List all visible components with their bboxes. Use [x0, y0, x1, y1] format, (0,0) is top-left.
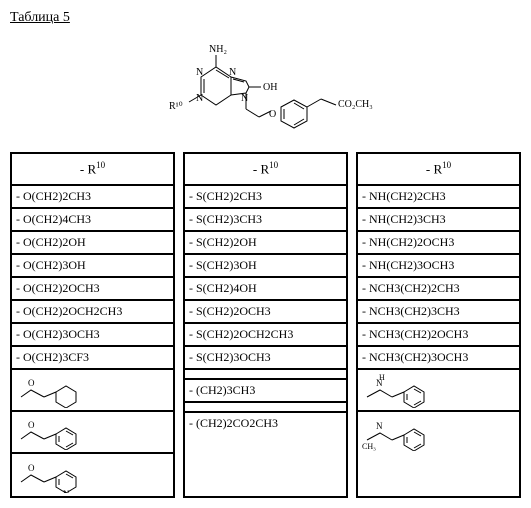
table-row: [185, 370, 346, 380]
svg-text:OH: OH: [263, 82, 277, 93]
table-row: - O(CH2)3OCH3: [12, 324, 173, 347]
table-row: - NH(CH2)3CH3: [358, 209, 519, 232]
svg-text:N: N: [229, 67, 236, 78]
table-row: - O(CH2)2OH: [12, 232, 173, 255]
svg-text:N: N: [376, 421, 383, 431]
table-row: [185, 403, 346, 413]
table-row: - NH(CH2)3OCH3: [358, 255, 519, 278]
table-row: - NH(CH2)2OCH3: [358, 232, 519, 255]
table-row-structure: O: [12, 370, 173, 412]
table-row: - O(CH2)2CH3: [12, 186, 173, 209]
table-row: - S(CH2)3CH3: [185, 209, 346, 232]
column-1-header: - R10: [12, 154, 173, 186]
table-row: - O(CH2)2OCH3: [12, 278, 173, 301]
column-2-header: - R10: [185, 154, 346, 186]
svg-text:R¹⁰: R¹⁰: [169, 101, 183, 112]
table-row: - NCH3(CH2)3OCH3: [358, 347, 519, 370]
table-row: - S(CH2)3OCH3: [185, 347, 346, 370]
table-row: - NCH3(CH2)2CH3: [358, 278, 519, 301]
svg-text:CO₂CH₃: CO₂CH₃: [338, 99, 373, 110]
svg-text:O: O: [28, 420, 35, 430]
columns-container: - R10 - O(CH2)2CH3 - O(CH2)4CH3 - O(CH2)…: [10, 152, 521, 498]
table-row: - (CH2)3CH3: [185, 380, 346, 403]
table-row: - NCH3(CH2)3CH3: [358, 301, 519, 324]
table-row: - O(CH2)3OH: [12, 255, 173, 278]
header-label: - R10: [426, 160, 451, 177]
svg-text:N: N: [196, 93, 203, 104]
svg-text:N: N: [196, 67, 203, 78]
header-label: - R10: [253, 160, 278, 177]
svg-text:O: O: [28, 378, 35, 388]
column-2: - R10 - S(CH2)2CH3 - S(CH2)3CH3 - S(CH2)…: [183, 152, 348, 498]
table-row: - O(CH2)3CF3: [12, 347, 173, 370]
svg-text:H: H: [379, 373, 385, 382]
table-row: - O(CH2)2OCH2CH3: [12, 301, 173, 324]
svg-text:O: O: [269, 109, 276, 120]
table-row: - NH(CH2)2CH3: [358, 186, 519, 209]
table-row: - NCH3(CH2)2OCH3: [358, 324, 519, 347]
svg-text:CH₃: CH₃: [362, 442, 376, 451]
table-row-structure: O: [12, 412, 173, 454]
table-number: Таблица 5: [10, 10, 521, 26]
svg-text:NH₂: NH₂: [209, 44, 227, 55]
column-3: - R10 - NH(CH2)2CH3 - NH(CH2)3CH3 - NH(C…: [356, 152, 521, 498]
table-row: - O(CH2)4CH3: [12, 209, 173, 232]
table-row: - S(CH2)2OCH3: [185, 301, 346, 324]
column-3-header: - R10: [358, 154, 519, 186]
header-label: - R10: [80, 160, 105, 177]
table-row: - S(CH2)3OH: [185, 255, 346, 278]
column-1: - R10 - O(CH2)2CH3 - O(CH2)4CH3 - O(CH2)…: [10, 152, 175, 498]
table-row-structure: N CH₃: [358, 412, 519, 454]
svg-text:N: N: [63, 489, 70, 493]
table-row: - S(CH2)2OCH2CH3: [185, 324, 346, 347]
table-row: - S(CH2)4OH: [185, 278, 346, 301]
table-row: - S(CH2)2OH: [185, 232, 346, 255]
table-row: - S(CH2)2CH3: [185, 186, 346, 209]
chemical-structure: NH₂ N N N N OH R¹⁰ O CO₂CH₃: [136, 34, 396, 144]
table-row: - (CH2)2CO2CH3: [185, 413, 346, 434]
table-row-structure: N H: [358, 370, 519, 412]
svg-text:N: N: [241, 93, 248, 104]
table-row-structure: O N: [12, 454, 173, 496]
svg-text:O: O: [28, 463, 35, 473]
